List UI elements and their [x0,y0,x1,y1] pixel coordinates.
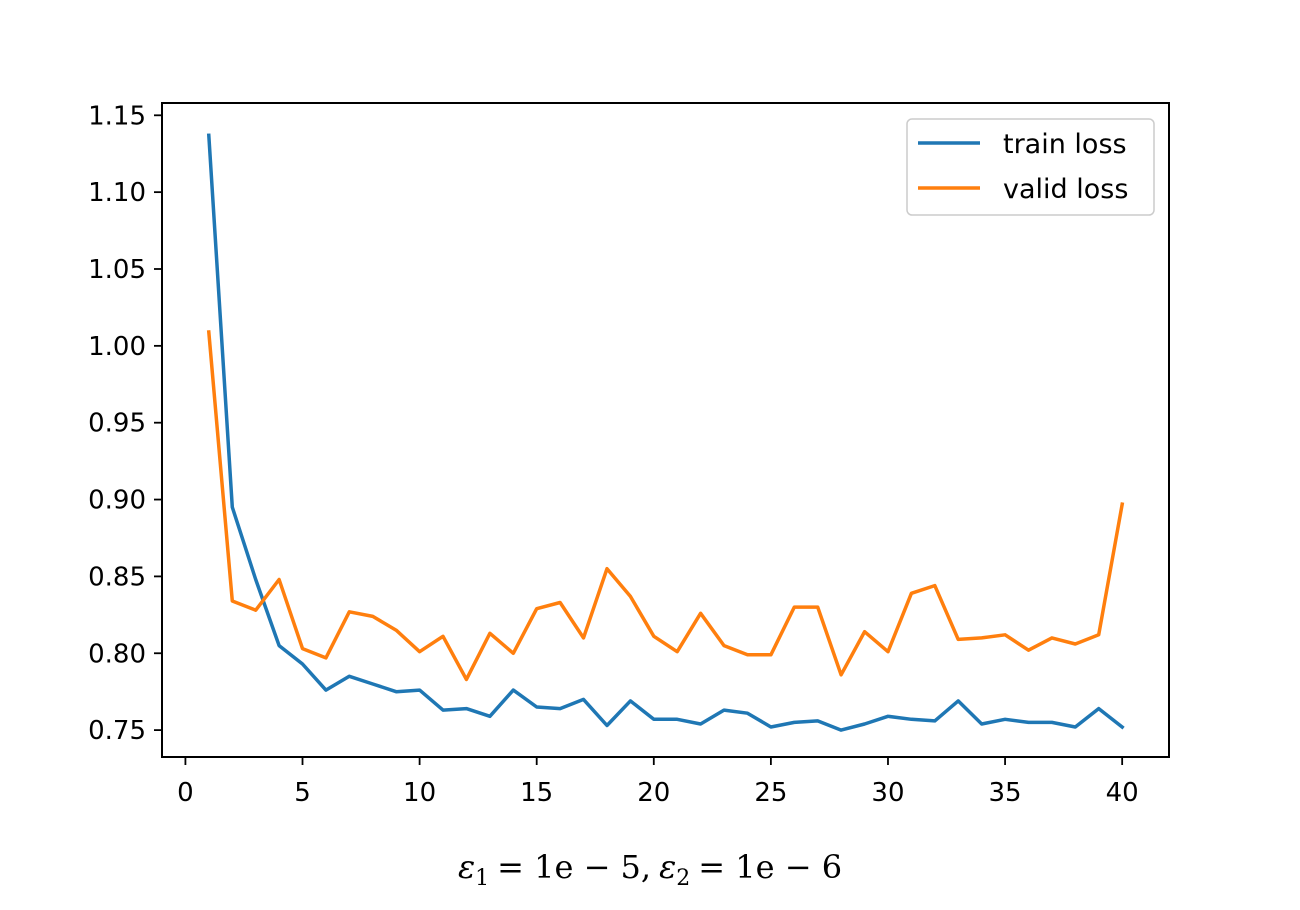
caption-eps2-symbol: ε [659,848,676,886]
y-tick-label: 1.00 [88,332,146,362]
caption-eps1-value: = 1e − 5, [497,848,651,886]
plot-frame [161,102,1170,758]
x-tick-label: 0 [177,778,194,808]
y-tick-label: 0.75 [88,716,146,746]
series-line-valid [206,330,1125,682]
x-tick-label: 35 [989,778,1022,808]
y-tick-label: 0.95 [88,409,146,439]
caption: ε1 = 1e − 5, ε2 = 1e − 6 [458,848,842,891]
caption-eps2-sub: 2 [676,866,690,891]
caption-eps1-symbol: ε [458,848,475,886]
series-lines [206,133,1125,732]
x-tick-label: 30 [871,778,904,808]
x-tick-label: 5 [294,778,311,808]
x-tick-label: 15 [520,778,553,808]
y-tick-label: 1.15 [88,101,146,131]
y-tick-label: 1.10 [88,178,146,208]
y-tick-label: 0.80 [88,639,146,669]
x-tick-label: 25 [754,778,787,808]
y-tick-label: 1.05 [88,255,146,285]
caption-eps2-value: = 1e − 6 [698,848,842,886]
x-tick-label: 40 [1106,778,1139,808]
x-tick-label: 20 [637,778,670,808]
legend-label-valid: valid loss [1003,174,1128,205]
caption-eps1-sub: 1 [475,866,489,891]
x-tick-label: 10 [403,778,436,808]
y-tick-label: 0.90 [88,486,146,516]
series-line-train [206,133,1125,732]
axis-ticks: 0 5 10 15 20 25 30 35 40 0.75 0.80 0.85 0.90 0.95 1.00… [88,101,1139,808]
legend-label-train: train loss [1003,129,1127,160]
y-tick-label: 0.85 [88,562,146,592]
legend: train loss valid loss [906,118,1155,216]
